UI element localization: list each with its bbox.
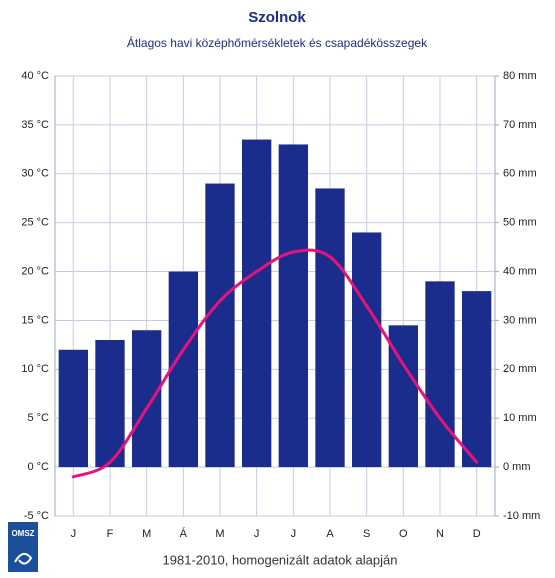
bar <box>168 271 198 468</box>
y-tick-label: 35 °C <box>21 119 49 131</box>
y2-tick-label: 80 mm <box>503 70 537 82</box>
logo-icon <box>14 552 33 565</box>
y-tick-label: 40 °C <box>21 70 49 82</box>
temperature-line <box>71 248 479 479</box>
bar <box>352 232 382 468</box>
bar <box>425 281 455 468</box>
chart-title: Szolnok <box>248 9 306 26</box>
x-tick-label: A <box>326 528 334 540</box>
bar <box>205 183 235 468</box>
logo-text: OMSZ <box>11 529 34 538</box>
y-tick-label: 30 °C <box>21 168 49 180</box>
x-tick-label: J <box>254 528 260 540</box>
x-tick-label: D <box>473 528 481 540</box>
x-tick-label: N <box>436 528 444 540</box>
y2-tick-label: 30 mm <box>503 314 537 326</box>
bar <box>278 144 308 468</box>
chart-subtitle: Átlagos havi középhőmérsékletek és csapa… <box>127 35 428 50</box>
bar <box>95 340 125 468</box>
bar <box>132 330 162 468</box>
x-tick-label: S <box>363 528 370 540</box>
x-tick-label: J <box>71 528 77 540</box>
y2-tick-label: 0 mm <box>503 461 531 473</box>
x-tick-label: J <box>291 528 297 540</box>
bar <box>58 349 88 468</box>
y-tick-label: -5 °C <box>24 510 49 522</box>
y2-tick-label: 50 mm <box>503 217 537 229</box>
y-tick-label: 0 °C <box>27 461 49 473</box>
chart-footer: 1981-2010, homogenizált adatok alapján <box>163 552 398 567</box>
x-tick-label: F <box>107 528 114 540</box>
x-tick-label: O <box>399 528 408 540</box>
y-tick-label: 15 °C <box>21 314 49 326</box>
y-tick-label: 20 °C <box>21 265 49 277</box>
bar <box>242 139 272 468</box>
y2-tick-label: 20 mm <box>503 363 537 375</box>
y-tick-label: 25 °C <box>21 217 49 229</box>
y2-tick-label: 40 mm <box>503 265 537 277</box>
y2-tick-label: -10 mm <box>503 510 540 522</box>
x-tick-label: M <box>215 528 224 540</box>
y-tick-label: 10 °C <box>21 363 49 375</box>
y-tick-label: 5 °C <box>27 412 49 424</box>
x-tick-label: Á <box>180 527 188 540</box>
y2-tick-label: 10 mm <box>503 412 537 424</box>
x-tick-label: M <box>142 528 151 540</box>
y2-tick-label: 70 mm <box>503 119 537 131</box>
y2-tick-label: 60 mm <box>503 168 537 180</box>
bar <box>315 188 345 468</box>
bar <box>462 291 492 468</box>
